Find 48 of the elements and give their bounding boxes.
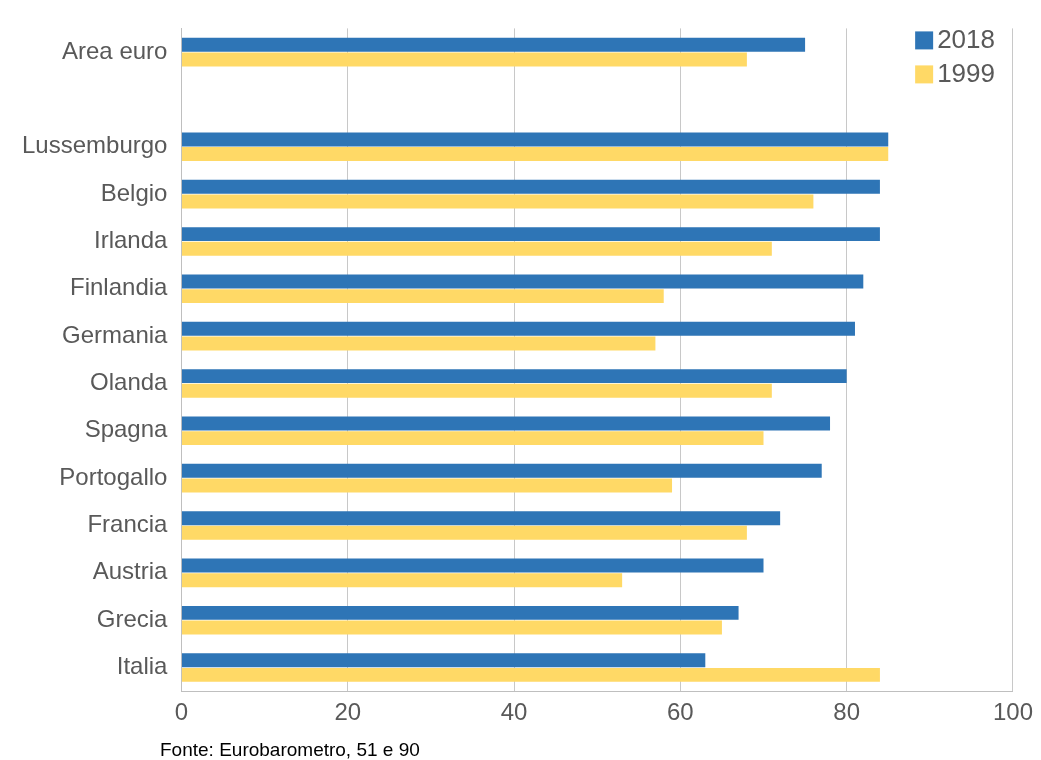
- x-tick-label: 20: [334, 698, 362, 726]
- y-tick-label: Grecia: [96, 604, 169, 632]
- y-tick-label: Olanda: [90, 368, 169, 396]
- y-tick-label: Finlandia: [70, 273, 169, 301]
- bar: [181, 463, 822, 478]
- x-tick-label: 60: [667, 698, 694, 726]
- bar: [181, 573, 623, 588]
- bar: [181, 558, 764, 573]
- bar: [181, 336, 656, 351]
- bar: [181, 147, 889, 162]
- x-tick-label: 100: [992, 698, 1033, 726]
- bar: [181, 431, 764, 446]
- y-tick-label: Portogallo: [59, 462, 168, 490]
- x-tick-label: 80: [833, 698, 861, 726]
- source-note: Fonte: Eurobarometro, 51 e 90: [160, 739, 420, 760]
- bar: [181, 179, 880, 194]
- y-tick-label: Italia: [116, 652, 169, 680]
- bar: [181, 369, 847, 384]
- bar: [181, 289, 664, 304]
- bar: [181, 227, 880, 242]
- y-tick-label: Belgio: [100, 178, 168, 206]
- bar: [181, 132, 889, 147]
- y-tick-label: Francia: [87, 510, 169, 538]
- x-tick-label: 40: [500, 698, 528, 726]
- y-tick-label: Lussemburgo: [22, 131, 168, 159]
- bar: [181, 37, 806, 52]
- bar: [181, 605, 739, 620]
- bar: [181, 620, 722, 635]
- bar: [181, 478, 673, 493]
- y-tick-label: Germania: [62, 320, 169, 348]
- legend-label: 1999: [937, 57, 995, 88]
- bar: [181, 667, 880, 682]
- y-tick-label: Area euro: [62, 36, 168, 64]
- y-tick-label: Spagna: [84, 415, 169, 443]
- bar: [181, 274, 864, 289]
- y-tick-label: Irlanda: [94, 226, 169, 254]
- bar: [181, 241, 772, 256]
- bar: [181, 194, 814, 209]
- y-tick-label: Austria: [92, 557, 169, 585]
- bar: [181, 416, 831, 431]
- bar: [181, 321, 855, 336]
- legend-label: 2018: [937, 23, 995, 54]
- x-tick-label: 0: [174, 698, 189, 726]
- bar: [181, 52, 747, 67]
- bar: [181, 511, 781, 526]
- bar: [181, 525, 747, 540]
- bar: [181, 383, 772, 398]
- bar: [181, 653, 706, 668]
